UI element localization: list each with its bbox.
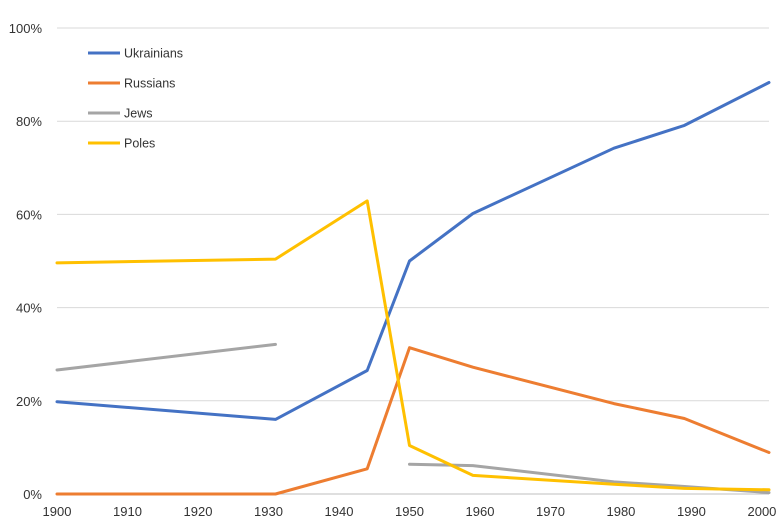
y-tick-label: 80% <box>16 114 42 129</box>
grid-lines <box>57 27 769 495</box>
series-lines <box>55 81 771 496</box>
x-tick-label: 1940 <box>325 504 354 519</box>
series-line-ukrainians <box>55 81 771 421</box>
x-tick-label: 1930 <box>254 504 283 519</box>
y-tick-label: 100% <box>9 21 43 36</box>
legend-label-ukrainians: Ukrainians <box>124 47 183 61</box>
y-axis-ticks: 0% 20% 40% 60% 80% 100% <box>9 21 43 502</box>
series-line-jews-segment-1 <box>55 342 277 372</box>
x-tick-label: 1920 <box>184 504 213 519</box>
x-tick-label: 1980 <box>606 504 635 519</box>
x-tick-label: 1960 <box>466 504 495 519</box>
y-tick-label: 60% <box>16 207 42 222</box>
x-tick-label: 1970 <box>536 504 565 519</box>
x-tick-label: 1900 <box>43 504 72 519</box>
legend-label-jews: Jews <box>124 107 152 121</box>
x-tick-label: 1990 <box>677 504 706 519</box>
y-tick-label: 0% <box>23 487 42 502</box>
x-tick-label: 1910 <box>113 504 142 519</box>
legend: Ukrainians Russians Jews Poles <box>88 47 183 151</box>
x-tick-label: 1950 <box>395 504 424 519</box>
series-line-russians <box>55 346 771 496</box>
y-tick-label: 20% <box>16 394 42 409</box>
legend-label-poles: Poles <box>124 137 155 151</box>
legend-label-russians: Russians <box>124 77 175 91</box>
x-tick-label: 2000 <box>747 504 776 519</box>
y-tick-label: 40% <box>16 301 42 316</box>
x-axis-ticks: 1900 1910 1920 1930 1940 1950 1960 1970 1980 1990… <box>43 504 777 519</box>
series-line-poles <box>55 199 771 492</box>
